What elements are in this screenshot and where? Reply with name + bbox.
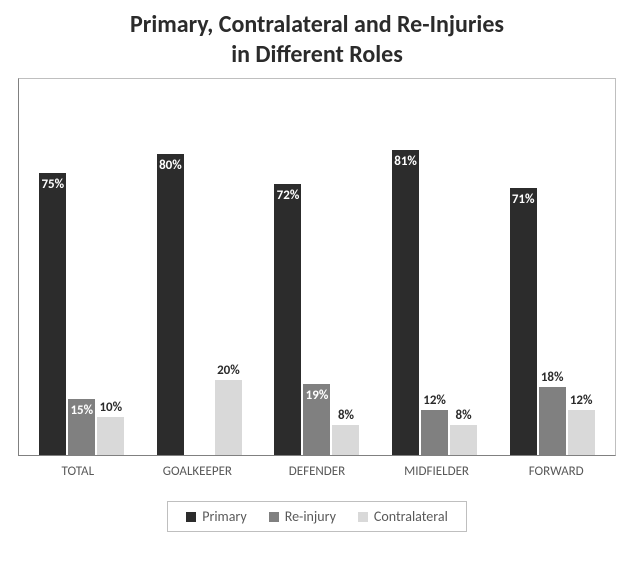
legend-swatch xyxy=(186,512,196,522)
bar-value-label: 15% xyxy=(70,403,93,418)
bar-group: 71%18%12% xyxy=(493,79,611,455)
x-axis-label: GOALKEEPER xyxy=(138,464,258,479)
legend-label: Primary xyxy=(202,508,247,525)
legend-swatch xyxy=(269,512,279,522)
legend-swatch xyxy=(358,512,368,522)
bar: 12% xyxy=(421,410,448,455)
bar-value-label: 10% xyxy=(99,400,122,415)
legend-item: Primary xyxy=(186,508,247,525)
bar-group: 72% 19% 8% xyxy=(258,79,376,455)
bar: 71% xyxy=(510,188,537,455)
bar-value-label: 20% xyxy=(217,363,240,378)
bar-group: 75% 15% 10% xyxy=(23,79,141,455)
x-axis: TOTALGOALKEEPERDEFENDERMIDFIELDERFORWARD xyxy=(18,464,616,479)
bar: 72% xyxy=(274,184,301,455)
bar-group: 80% 20% xyxy=(141,79,259,455)
x-axis-label: TOTAL xyxy=(18,464,138,479)
bar: 75% xyxy=(39,173,66,455)
bar-value-label: 8% xyxy=(456,408,472,423)
bar-value-label: 75% xyxy=(41,177,64,192)
x-axis-label: MIDFIELDER xyxy=(377,464,497,479)
bar: 12% xyxy=(568,410,595,455)
bar: 81% xyxy=(392,150,419,455)
legend-label: Contralateral xyxy=(374,508,448,525)
legend-item: Contralateral xyxy=(358,508,448,525)
bar: 80% xyxy=(157,154,184,455)
bar-value-label: 80% xyxy=(159,158,182,173)
bar-value-label: 18% xyxy=(541,370,564,385)
bar-group: 81%12%8% xyxy=(376,79,494,455)
legend-label: Re-injury xyxy=(285,508,336,525)
bar-value-label: 12% xyxy=(423,393,446,408)
bar-value-label: 81% xyxy=(394,154,417,169)
legend: Primary Re-injury Contralateral xyxy=(167,501,467,532)
bar: 20% xyxy=(215,380,242,455)
bar-value-label: 8% xyxy=(338,408,354,423)
bar-value-label: 19% xyxy=(306,388,329,403)
bar: 8% xyxy=(332,425,359,455)
chart-title-line1: Primary, Contralateral and Re-Injuries xyxy=(18,10,616,40)
bar-value-label: 71% xyxy=(512,192,535,207)
chart-title-line2: in Different Roles xyxy=(18,40,616,70)
legend-wrap: Primary Re-injury Contralateral xyxy=(18,501,616,532)
chart-container: Primary, Contralateral and Re-Injuries i… xyxy=(0,0,634,585)
bar: 15% xyxy=(68,399,95,455)
bar: 19% xyxy=(303,384,330,455)
bar: 8% xyxy=(450,425,477,455)
bar-value-label: 72% xyxy=(277,188,300,203)
bar: 10% xyxy=(97,417,124,455)
chart-title: Primary, Contralateral and Re-Injuries i… xyxy=(18,10,616,70)
plot-area: 75%15%10%80%20%72%19%8%81%12%8%71%18%12% xyxy=(18,78,616,456)
bar-value-label: 12% xyxy=(570,393,593,408)
x-axis-label: FORWARD xyxy=(496,464,616,479)
x-axis-label: DEFENDER xyxy=(257,464,377,479)
legend-item: Re-injury xyxy=(269,508,336,525)
bar: 18% xyxy=(539,387,566,455)
